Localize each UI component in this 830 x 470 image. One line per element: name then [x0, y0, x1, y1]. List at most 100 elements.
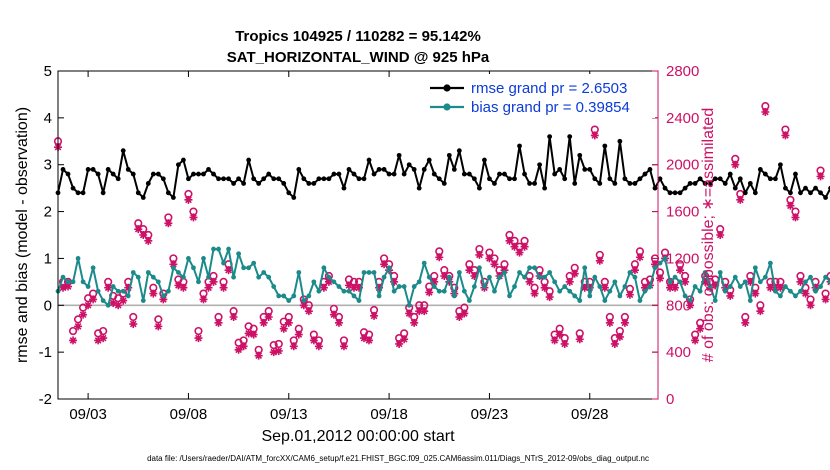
asterisk-marker	[595, 256, 604, 265]
bias-point	[231, 274, 236, 280]
rmse-point	[507, 176, 512, 182]
bias-point	[361, 270, 367, 275]
asterisk-marker	[465, 266, 474, 275]
obs-assimilated-point	[169, 260, 178, 269]
rmse-point	[170, 195, 176, 200]
bias-point	[306, 293, 312, 299]
bias-point	[446, 274, 452, 280]
rmse-point	[271, 176, 277, 182]
asterisk-marker	[716, 231, 725, 239]
rmse-point	[497, 171, 502, 177]
rmse-point	[778, 162, 783, 168]
right-tick-label: 800	[666, 297, 691, 314]
obs-assimilated-point	[676, 266, 685, 275]
obs-assimilated-point	[796, 277, 805, 286]
bias-point	[226, 246, 231, 252]
bias-point	[401, 284, 407, 289]
rmse-point	[351, 171, 357, 177]
obs-assimilated-point	[751, 289, 760, 298]
rmse-point	[251, 176, 257, 182]
rmse-point	[361, 176, 367, 182]
asterisk-marker	[470, 272, 479, 280]
asterisk-marker	[344, 281, 353, 290]
bias-point	[321, 265, 327, 271]
rmse-point	[441, 181, 447, 186]
rmse-point	[226, 176, 231, 182]
rmse-point	[306, 181, 312, 186]
bias-point	[461, 288, 467, 294]
bias-point	[281, 293, 287, 299]
obs-assimilated-point	[731, 160, 740, 169]
rmse-point	[707, 181, 713, 186]
obs-assimilated-point	[415, 307, 424, 316]
bias-point	[351, 293, 357, 299]
x-tick-label: 09/18	[370, 406, 408, 423]
obs-assimilated-point	[64, 282, 73, 291]
asterisk-marker	[179, 283, 188, 292]
bias-point	[477, 265, 482, 271]
x-tick-label: 09/23	[471, 406, 509, 423]
bias-point	[396, 284, 402, 289]
asterisk-marker	[314, 342, 323, 351]
asterisk-marker	[164, 219, 173, 228]
bias-point	[196, 279, 201, 285]
rmse-point	[602, 143, 608, 149]
asterisk-marker	[666, 283, 675, 292]
right-axis-ticks: 0 400 800 1200 1600 2000 2400 2800	[652, 63, 699, 408]
rmse-point	[692, 181, 698, 186]
rmse-point	[401, 171, 407, 177]
obs-assimilated-point	[475, 250, 484, 259]
asterisk-marker	[420, 307, 429, 316]
asterisk-marker	[746, 277, 755, 286]
asterisk-marker	[209, 277, 218, 286]
bias-point	[597, 284, 603, 289]
obs-assimilated-point	[360, 334, 369, 343]
obs-assimilated-point	[425, 288, 434, 297]
obs-assimilated-point	[525, 277, 534, 286]
rmse-point	[356, 176, 362, 182]
asterisk-marker	[490, 260, 499, 269]
obs-assimilated-point	[139, 231, 148, 239]
rmse-point	[100, 190, 106, 196]
rmse-point	[211, 171, 216, 177]
rmse-point	[722, 181, 728, 186]
bias-point	[552, 279, 558, 285]
asterisk-marker	[279, 324, 288, 333]
bias-point	[517, 270, 522, 275]
asterisk-marker	[816, 172, 825, 181]
asterisk-marker	[319, 283, 328, 292]
plot-area	[58, 71, 658, 399]
rmse-point	[346, 167, 352, 172]
rmse-point	[662, 185, 668, 191]
bias-point	[547, 270, 553, 275]
obs-assimilated-point	[234, 345, 243, 354]
bias-point	[562, 284, 568, 289]
bias-point	[135, 274, 141, 280]
obs-assimilated-point	[304, 307, 313, 316]
rmse-point	[652, 185, 658, 191]
rmse-point	[477, 185, 482, 191]
obs-assimilated-point	[314, 342, 323, 351]
asterisk-marker	[761, 108, 770, 116]
bias-point	[65, 279, 71, 285]
rmse-point	[386, 171, 392, 177]
bias-point	[236, 251, 242, 257]
bias-point	[176, 270, 181, 275]
bias-point	[155, 279, 161, 285]
obs-assimilated-point	[294, 330, 303, 339]
bias-point	[492, 288, 497, 294]
bias-point	[612, 279, 618, 285]
rmse-point	[717, 176, 723, 182]
rmse-point	[552, 171, 558, 177]
rmse-point	[321, 176, 327, 182]
right-tick-label: 1200	[666, 250, 699, 267]
asterisk-marker	[299, 301, 308, 310]
bias-point	[803, 279, 808, 285]
rmse-point	[783, 185, 788, 191]
bias-point	[542, 274, 548, 280]
obs-assimilated-point	[259, 318, 268, 327]
asterisk-marker	[339, 342, 348, 351]
bias-point	[206, 274, 211, 280]
bias-point	[657, 260, 663, 266]
bias-point	[170, 265, 176, 271]
